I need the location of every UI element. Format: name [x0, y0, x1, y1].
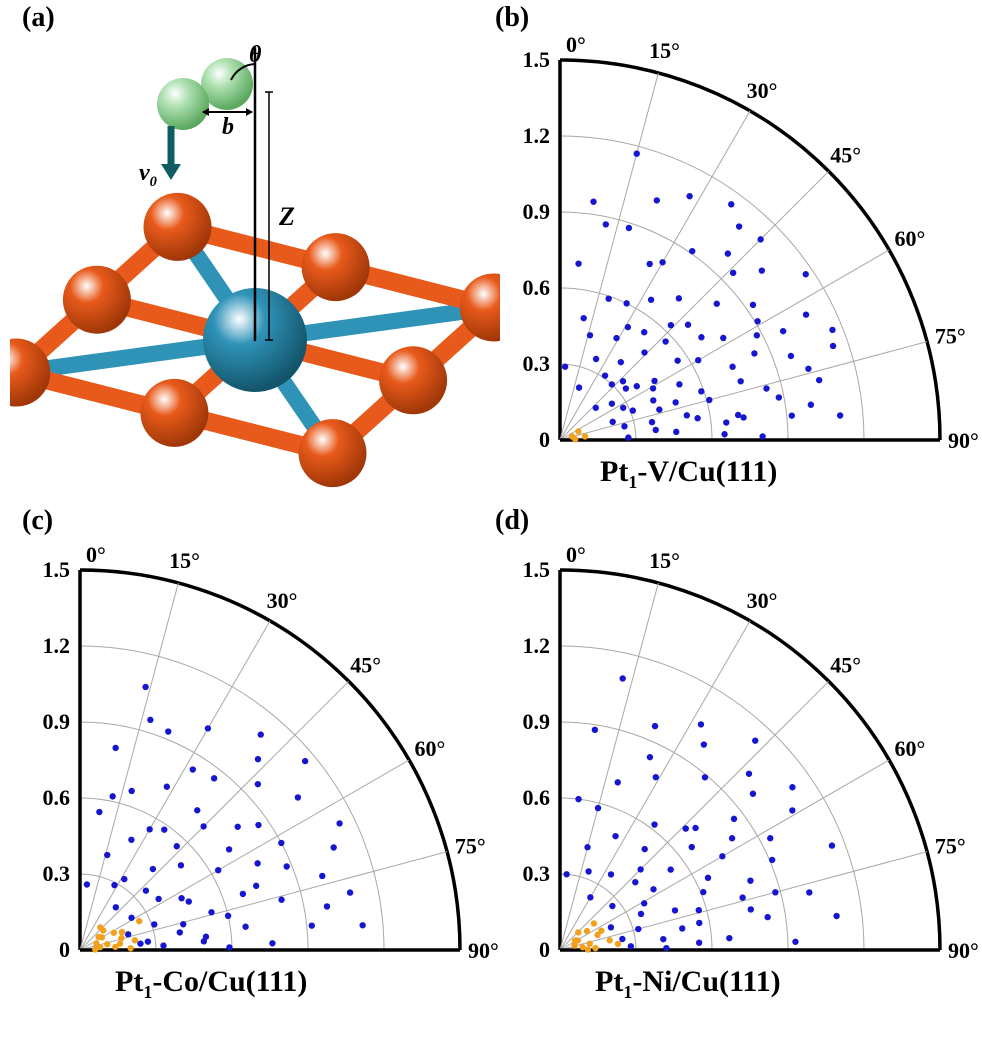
- svg-text:45°: 45°: [830, 142, 861, 167]
- svg-text:0.6: 0.6: [43, 785, 71, 810]
- svg-text:1.2: 1.2: [523, 123, 551, 148]
- svg-text:0.9: 0.9: [43, 709, 71, 734]
- svg-text:0.3: 0.3: [43, 861, 71, 886]
- svg-text:1.5: 1.5: [43, 557, 71, 582]
- svg-text:1.2: 1.2: [523, 633, 551, 658]
- svg-text:0.3: 0.3: [523, 351, 551, 376]
- svg-text:0°: 0°: [86, 542, 106, 567]
- caption-c: Pt1-Co/Cu(111): [115, 965, 307, 1003]
- svg-text:0.9: 0.9: [523, 709, 551, 734]
- svg-text:30°: 30°: [267, 588, 298, 613]
- svg-text:θ: θ: [249, 42, 262, 68]
- svg-text:60°: 60°: [414, 736, 445, 761]
- caption-d: Pt1-Ni/Cu(111): [595, 965, 781, 1003]
- svg-text:0.9: 0.9: [523, 199, 551, 224]
- svg-text:1.5: 1.5: [523, 557, 551, 582]
- svg-text:15°: 15°: [649, 548, 680, 573]
- svg-text:0.6: 0.6: [523, 785, 551, 810]
- polar-chart-d: 0 0.3 0.6 0.9 1.2 1.5 0° 15° 30° 45° 60° 75° 90°: [510, 520, 982, 970]
- svg-text:45°: 45°: [350, 652, 381, 677]
- polar-chart-b: 0 0.3 0.6 0.9 1.2 1.5 0° 15° 30° 45° 60° 75° 90°: [510, 10, 982, 460]
- svg-text:0: 0: [539, 427, 550, 452]
- svg-text:60°: 60°: [894, 226, 925, 251]
- svg-text:75°: 75°: [935, 323, 966, 348]
- svg-text:1.5: 1.5: [523, 47, 551, 72]
- svg-text:0°: 0°: [566, 32, 586, 57]
- svg-text:b: b: [222, 114, 234, 140]
- svg-text:0°: 0°: [566, 542, 586, 567]
- svg-text:30°: 30°: [747, 78, 778, 103]
- svg-text:0: 0: [59, 937, 70, 962]
- svg-text:1.2: 1.2: [43, 633, 71, 658]
- svg-text:90°: 90°: [468, 938, 499, 963]
- svg-text:75°: 75°: [455, 833, 486, 858]
- svg-text:15°: 15°: [169, 548, 200, 573]
- svg-text:60°: 60°: [894, 736, 925, 761]
- svg-text:30°: 30°: [747, 588, 778, 613]
- svg-text:0.6: 0.6: [523, 275, 551, 300]
- polar-chart-c: 0 0.3 0.6 0.9 1.2 1.5 0° 15° 30° 45° 60° 75° 90°: [30, 520, 510, 970]
- svg-text:45°: 45°: [830, 652, 861, 677]
- svg-text:90°: 90°: [948, 428, 979, 453]
- svg-text:Z: Z: [278, 202, 295, 231]
- svg-text:0: 0: [539, 937, 550, 962]
- caption-b: Pt1-V/Cu(111): [600, 455, 777, 493]
- panel-a-schematic: θ b Zv0: [10, 20, 500, 490]
- svg-text:0.3: 0.3: [523, 861, 551, 886]
- svg-text:15°: 15°: [649, 38, 680, 63]
- svg-text:90°: 90°: [948, 938, 979, 963]
- svg-text:75°: 75°: [935, 833, 966, 858]
- svg-text:v0: v0: [139, 160, 157, 190]
